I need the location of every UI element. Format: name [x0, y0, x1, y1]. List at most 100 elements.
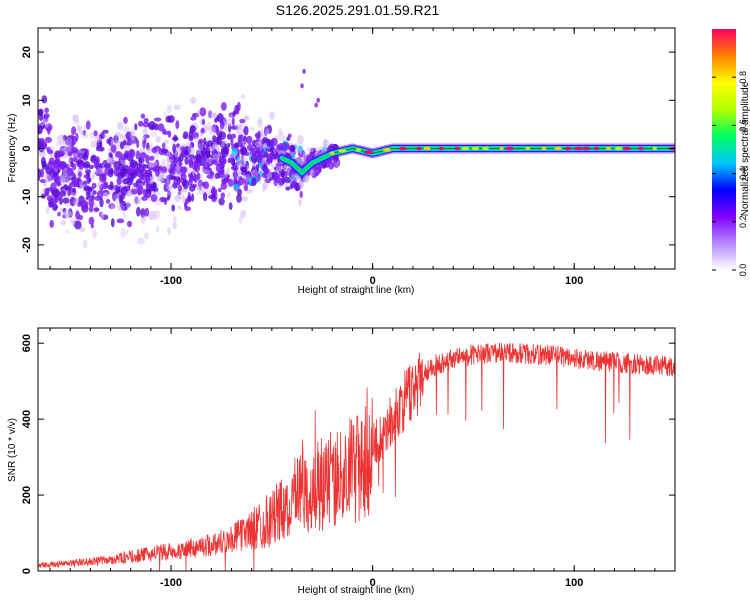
spectrogram-blob: [199, 107, 207, 117]
spectrogram-blob: [72, 157, 78, 163]
spectrogram-blob: [44, 107, 49, 114]
spectrogram-blob: [243, 116, 250, 121]
spectrogram-blob: [306, 147, 314, 153]
spectrogram-blob: [176, 143, 180, 148]
spectrogram-hot-spot: [564, 146, 572, 151]
spectrogram-blob: [153, 117, 162, 122]
spectrogram-hot-spot: [573, 146, 583, 151]
spectrogram-blob: [69, 218, 77, 224]
spectrogram-blob: [72, 114, 80, 122]
spectrogram-blob: [38, 141, 43, 148]
spectrogram-blob: [189, 125, 196, 134]
spectrogram-blob: [270, 137, 278, 147]
spectrogram-blob: [239, 157, 247, 168]
spectrogram-blob: [117, 188, 121, 194]
spectrogram-blob: [108, 167, 114, 175]
spectrogram-blob: [53, 174, 61, 185]
spectrogram-blob: [208, 126, 216, 136]
spectrogram-blob: [98, 163, 104, 168]
spectrogram-blob: [255, 164, 259, 173]
spectrogram-blob: [130, 159, 137, 169]
spectrogram-blob: [53, 168, 60, 176]
spectrogram-blob: [203, 169, 211, 174]
snr-series: [38, 342, 675, 571]
spectrogram-hot-spot: [652, 146, 658, 151]
spectrogram-blob: [123, 145, 131, 152]
snr-x-tick-label: -100: [160, 577, 182, 589]
spectrogram-hot-spot: [461, 146, 470, 151]
spectrogram-blob: [119, 194, 124, 204]
spectrogram-blob: [154, 190, 161, 197]
spectrogram-blob: [65, 229, 69, 234]
spectrogram-blob: [67, 208, 73, 219]
spectrogram-blob: [220, 192, 226, 199]
spectrogram-blob: [175, 120, 180, 130]
spectrogram-blob: [171, 164, 175, 170]
spectrogram-hot-spot: [554, 146, 562, 151]
spectrogram-blob: [177, 184, 183, 192]
spectrogram-x-tick-label: 100: [565, 275, 583, 287]
spectrogram-blob: [103, 163, 112, 169]
spectrogram-blob: [43, 113, 50, 119]
spectrogram-blob: [134, 196, 139, 204]
snr-y-tick-label: 200: [21, 486, 33, 504]
spectrogram-blob: [246, 135, 253, 145]
spectrogram-blob: [59, 190, 67, 197]
spectrogram-blob: [116, 218, 125, 224]
spectrogram-blob: [92, 229, 97, 239]
spectrogram-blob: [264, 178, 272, 184]
spectrogram-blob: [83, 185, 91, 192]
spectrogram-blob: [245, 160, 250, 170]
spectrogram-blob: [125, 200, 131, 210]
spectrogram-blob: [127, 150, 134, 156]
spectrogram-blob: [62, 197, 70, 204]
spectrogram-blob: [235, 161, 241, 166]
spectrogram-blob: [231, 116, 235, 127]
spectrogram-blob: [289, 145, 296, 153]
spectrogram-blob: [83, 161, 91, 168]
spectrogram-blob: [263, 167, 270, 177]
spectrogram-blob: [211, 112, 217, 118]
spectrogram-blob: [122, 126, 131, 133]
spectrogram-blob: [268, 172, 275, 181]
spectrogram-blob: [236, 159, 242, 169]
spectrogram-blob: [202, 192, 208, 202]
spectrogram-blob: [113, 194, 119, 201]
spectrogram-blob: [111, 155, 118, 163]
spectrogram-blob: [101, 192, 110, 197]
spectrogram-blob: [99, 211, 103, 218]
spectrogram-blob: [155, 168, 160, 177]
spectrogram-blob: [232, 171, 239, 178]
spectrogram-blob: [190, 116, 197, 121]
spectrogram-blob: [203, 137, 207, 145]
spectrogram-hot-spot: [638, 146, 644, 151]
spectrogram-blob: [180, 166, 188, 174]
spectrogram-blob: [138, 157, 142, 167]
spectrogram-blob: [176, 190, 184, 200]
spectrogram-blob: [137, 120, 144, 127]
spectrogram-blob: [281, 170, 286, 177]
spectrogram-blob: [60, 220, 67, 226]
spectrogram-blob: [243, 183, 249, 191]
spectrogram-blob: [146, 142, 150, 151]
spectrogram-blob: [150, 124, 155, 130]
spectrogram-blob: [139, 152, 147, 159]
spectrogram-x-tick-label: 0: [370, 275, 376, 287]
spectrogram-blob: [125, 140, 133, 146]
spectrogram-blob: [57, 211, 61, 217]
spectrogram-blob: [105, 156, 113, 163]
spectrogram-blob: [205, 165, 211, 175]
spectrogram-blob: [243, 135, 247, 145]
spectrogram-blob: [155, 136, 162, 143]
spectrogram-blob: [278, 132, 285, 142]
spectrogram-blob: [156, 174, 164, 183]
spectrogram-blob: [105, 199, 111, 204]
spectrogram-blob: [226, 167, 230, 176]
spectrogram-blob: [153, 210, 160, 220]
spectrogram-blob: [143, 117, 149, 124]
spectrogram-blob: [141, 196, 148, 201]
snr-frame: [37, 327, 676, 572]
spectrogram-blob: [57, 134, 65, 144]
snr-y-tick-label: 600: [21, 334, 33, 352]
spectrogram-hot-spot: [582, 146, 591, 151]
